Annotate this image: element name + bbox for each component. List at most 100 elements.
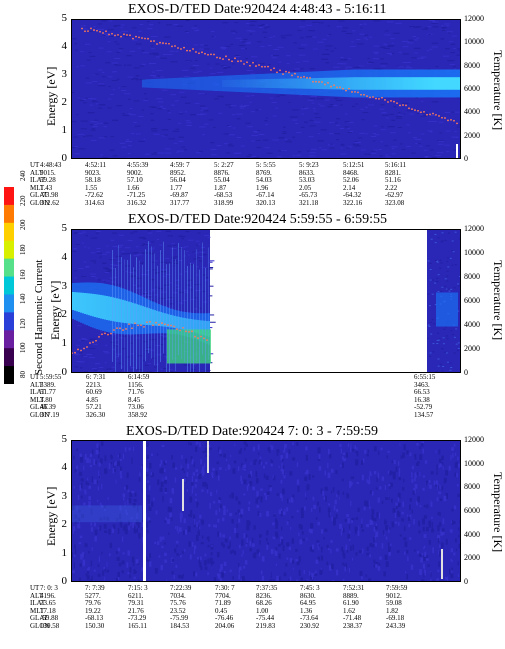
noise-cell (107, 269, 112, 271)
temperature-point (324, 83, 326, 86)
noise-cell (306, 484, 310, 490)
noise-cell (451, 111, 456, 113)
noise-cell (429, 48, 433, 50)
noise-cell (164, 152, 172, 154)
noise-cell (261, 575, 265, 581)
energy-band-column (298, 72, 300, 95)
noise-cell (120, 24, 125, 26)
noise-cell (98, 462, 101, 467)
noise-cell (203, 301, 207, 303)
noise-cell (160, 564, 164, 571)
noise-cell (374, 134, 380, 136)
temperature-point (126, 34, 128, 36)
table-cell: -68.13 (85, 614, 104, 623)
y2-tick-label: 12000 (464, 435, 484, 444)
table-cell: 9023. (85, 168, 101, 177)
noise-cell (175, 128, 179, 130)
noise-cell (215, 63, 220, 65)
streak (121, 257, 122, 370)
noise-cell (74, 354, 80, 356)
noise-cell (253, 130, 259, 132)
noise-cell (438, 561, 440, 567)
table-cell: 51.77 (40, 388, 56, 397)
noise-cell (445, 577, 448, 580)
noise-cell (399, 443, 401, 446)
energy-band-core (242, 79, 244, 88)
temperature-point (402, 104, 404, 106)
noise-cell (439, 363, 442, 365)
noise-cell (160, 459, 163, 465)
y-tick-label: 3 (61, 279, 68, 292)
noise-cell (454, 452, 457, 456)
noise-cell (445, 477, 447, 483)
table-cell: 323.08 (385, 199, 405, 207)
streak (199, 269, 200, 372)
temperature-point (450, 118, 452, 121)
noise-cell (288, 499, 291, 503)
noise-cell (89, 55, 96, 57)
table-cell: 318.99 (214, 199, 234, 207)
noise-cell (419, 569, 422, 576)
noise-cell (78, 521, 80, 524)
noise-cell (97, 279, 101, 281)
noise-cell (77, 517, 81, 522)
noise-cell (441, 240, 444, 242)
color-bar-tick-label: 240 (19, 170, 27, 182)
noise-cell (72, 147, 76, 149)
noise-cell (266, 491, 270, 495)
energy-band-core (272, 78, 274, 89)
noise-cell (333, 104, 338, 106)
noise-cell (198, 48, 204, 50)
noise-cell (305, 497, 307, 500)
temperature-point (252, 61, 254, 64)
noise-cell (245, 544, 248, 547)
noise-cell (175, 50, 179, 52)
noise-cell (139, 262, 143, 264)
noise-cell (110, 94, 115, 96)
temperature-point (417, 109, 419, 112)
noise-cell (229, 536, 231, 540)
noise-cell (387, 126, 395, 128)
noise-cell (436, 332, 439, 334)
noise-cell (93, 74, 96, 76)
noise-cell (380, 104, 385, 106)
noise-cell (245, 58, 248, 60)
temperature-point (306, 76, 308, 79)
noise-cell (272, 115, 277, 117)
noise-cell (107, 334, 112, 336)
noise-cell (197, 530, 200, 536)
noise-cell (80, 120, 88, 122)
noise-cell (220, 46, 228, 48)
table-cell: 7704. (215, 591, 231, 600)
noise-cell (260, 45, 265, 47)
noise-cell (402, 501, 405, 508)
temperature-point (159, 41, 161, 44)
noise-cell (442, 518, 445, 525)
noise-cell (411, 472, 413, 478)
noise-cell (133, 121, 137, 123)
noise-cell (349, 131, 354, 133)
noise-cell (280, 468, 284, 472)
streak (130, 254, 131, 367)
noise-cell (368, 61, 374, 63)
temperature-point (125, 328, 127, 330)
noise-cell (312, 36, 317, 38)
table-cell: 8889. (343, 591, 359, 600)
noise-cell (312, 496, 315, 501)
noise-cell (373, 51, 379, 53)
color-bar (4, 187, 14, 384)
energy-band-core (298, 78, 300, 89)
temperature-point (171, 45, 173, 48)
noise-cell (251, 140, 255, 142)
noise-cell (223, 453, 226, 458)
table-cell: 61.90 (343, 599, 359, 608)
noise-cell (223, 571, 226, 574)
noise-cell (203, 234, 210, 236)
noise-cell (110, 239, 115, 241)
noise-cell (213, 577, 217, 581)
energy-band-column (284, 72, 286, 95)
energy-band-core (288, 78, 290, 89)
table-cell: 4:48:43 (40, 161, 62, 169)
temperature-point (186, 49, 188, 52)
noise-cell (129, 275, 135, 277)
